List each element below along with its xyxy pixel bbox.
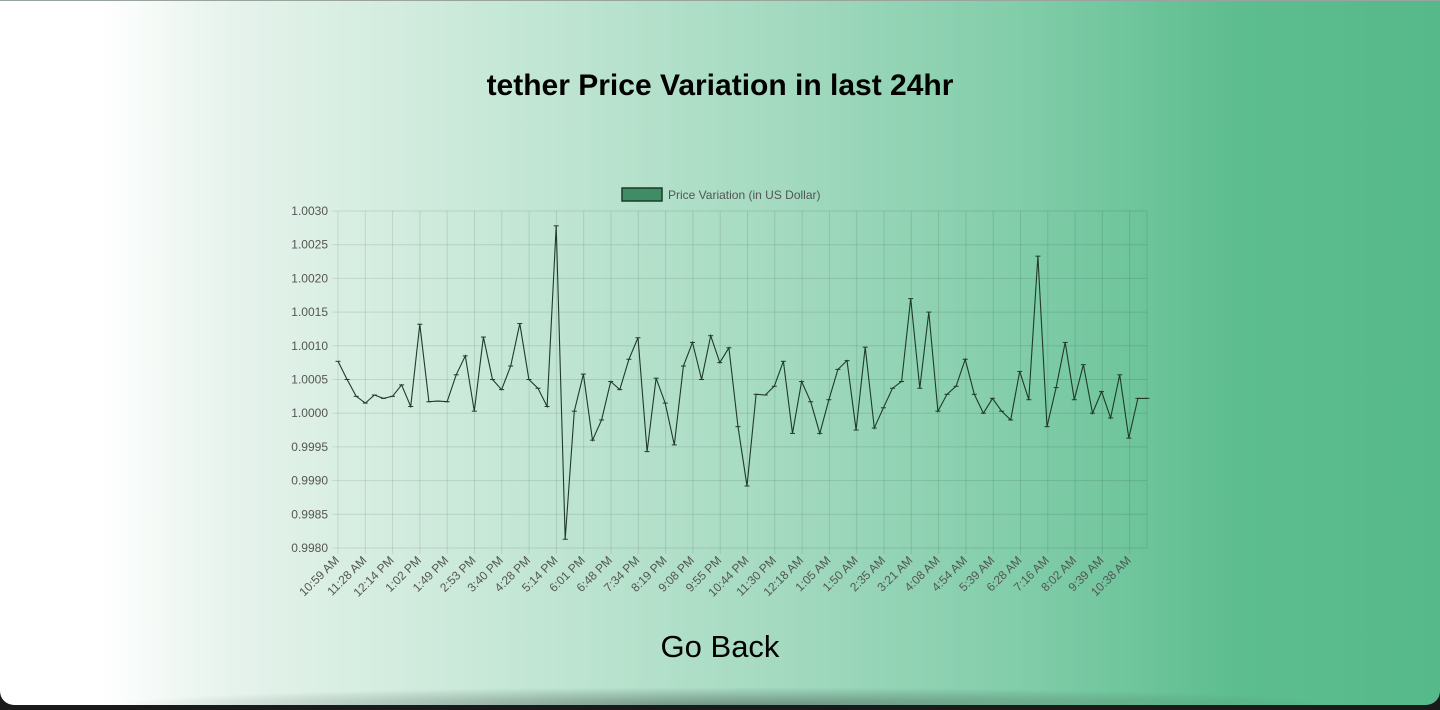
y-tick-label: 1.0030 (291, 204, 328, 218)
y-tick-label: 1.0005 (291, 373, 328, 387)
y-tick-label: 1.0000 (291, 406, 328, 420)
y-tick-label: 1.0020 (291, 271, 328, 285)
y-tick-label: 0.9995 (291, 440, 328, 454)
chart-grid (332, 210, 1148, 554)
page-title: tether Price Variation in last 24hr (486, 69, 954, 102)
y-tick-label: 0.9980 (291, 541, 328, 555)
chart-legend[interactable]: Price Variation (in US Dollar) (621, 187, 821, 202)
y-tick-label: 1.0025 (291, 238, 328, 252)
legend-swatch (621, 187, 663, 202)
price-line-chart: Price Variation (in US Dollar) 1.00301.0… (291, 187, 1150, 599)
legend-label: Price Variation (in US Dollar) (668, 188, 821, 202)
series-line (337, 225, 1147, 540)
y-tick-label: 1.0015 (291, 305, 328, 319)
y-tick-label: 0.9990 (291, 474, 328, 488)
y-axis: 1.0030 1.0025 1.0020 1.0015 1.0010 1.0005 1.00… (291, 204, 328, 555)
y-tick-label: 0.9985 (291, 507, 328, 521)
series-price-variation (335, 225, 1150, 540)
bottom-shadow (110, 687, 1340, 705)
go-back-button[interactable]: Go Back (600, 629, 840, 665)
y-tick-label: 1.0010 (291, 339, 328, 353)
